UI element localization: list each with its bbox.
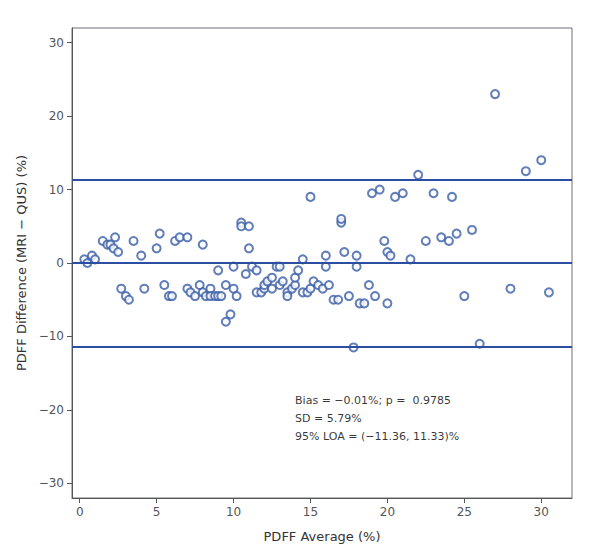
svg-text:20: 20 [380,505,395,519]
svg-text:25: 25 [457,505,472,519]
svg-text:5: 5 [153,505,161,519]
svg-text:30: 30 [49,36,64,50]
svg-text:95% LOA = (−11.36, 11.33)%: 95% LOA = (−11.36, 11.33)% [295,430,459,443]
svg-text:30: 30 [534,505,549,519]
svg-text:PDFF Difference (MRI − QUS) (%: PDFF Difference (MRI − QUS) (%) [14,155,29,371]
svg-text:Bias = −0.01%; p = 0.9785: Bias = −0.01%; p = 0.9785 [295,394,451,407]
svg-text:10: 10 [49,183,64,197]
svg-text:PDFF Average (%): PDFF Average (%) [264,529,381,544]
svg-text:15: 15 [303,505,318,519]
svg-text:20: 20 [49,109,64,123]
svg-text:0: 0 [56,256,64,270]
svg-text:0: 0 [76,505,84,519]
svg-text:−30: −30 [39,476,64,490]
svg-text:SD = 5.79%: SD = 5.79% [295,412,362,425]
svg-text:−10: −10 [39,329,64,343]
svg-text:10: 10 [226,505,241,519]
svg-text:−20: −20 [39,403,64,417]
